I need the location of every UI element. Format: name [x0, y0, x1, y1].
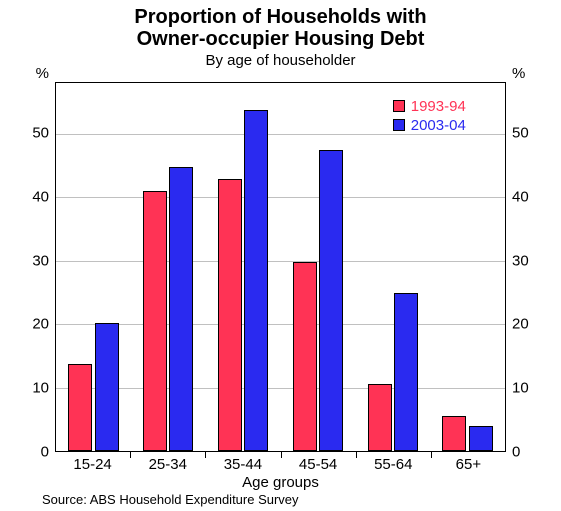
bar-2003-04	[394, 293, 418, 451]
bar-fill	[319, 150, 343, 451]
bar-fill	[244, 110, 268, 451]
bar-1993-94	[293, 262, 317, 451]
bar-fill	[218, 179, 242, 451]
bar-2003-04	[469, 426, 493, 451]
x-tick-mark	[205, 452, 206, 458]
legend-swatch	[393, 119, 405, 131]
chart-container: Proportion of Households with Owner-occu…	[0, 0, 561, 511]
x-tick-mark	[431, 452, 432, 458]
title-line-2: Owner-occupier Housing Debt	[137, 28, 425, 50]
y-tick-left: 40	[32, 188, 55, 205]
y-tick-right: 0	[506, 444, 520, 461]
plot-box: 1993-94 2003-04	[55, 82, 506, 452]
bar-1993-94	[218, 179, 242, 451]
bar-fill	[368, 384, 392, 451]
y-tick-right: 50	[506, 125, 529, 142]
x-axis-label: Age groups	[242, 474, 319, 491]
y-tick-right: 10	[506, 380, 529, 397]
legend-item: 2003-04	[393, 117, 466, 134]
y-axis-label-left: %	[36, 65, 55, 82]
bar-1993-94	[68, 364, 92, 451]
bar-fill	[95, 323, 119, 451]
x-category-label: 65+	[456, 452, 481, 473]
bar-2003-04	[319, 150, 343, 451]
legend-label: 1993-94	[411, 98, 466, 115]
y-axis-label-right: %	[506, 65, 525, 82]
bar-fill	[469, 426, 493, 451]
gridline	[56, 388, 505, 389]
x-category-label: 55-64	[374, 452, 412, 473]
bar-2003-04	[169, 167, 193, 451]
y-tick-right: 20	[506, 316, 529, 333]
y-tick-right: 30	[506, 252, 529, 269]
bar-2003-04	[95, 323, 119, 451]
y-tick-left: 50	[32, 125, 55, 142]
bar-fill	[169, 167, 193, 451]
bar-fill	[293, 262, 317, 451]
y-tick-right: 40	[506, 188, 529, 205]
bar-1993-94	[368, 384, 392, 451]
bar-1993-94	[442, 416, 466, 451]
x-tick-mark	[356, 452, 357, 458]
bar-fill	[442, 416, 466, 451]
y-tick-left: 30	[32, 252, 55, 269]
bar-fill	[143, 191, 167, 451]
chart-subtitle: By age of householder	[0, 52, 561, 69]
legend: 1993-94 2003-04	[393, 98, 466, 136]
title-line-1: Proportion of Households with	[134, 6, 426, 28]
x-tick-mark	[130, 452, 131, 458]
x-category-label: 15-24	[73, 452, 111, 473]
source-note: Source: ABS Household Expenditure Survey	[42, 492, 299, 507]
gridline	[56, 261, 505, 262]
y-tick-left: 0	[41, 444, 55, 461]
legend-label: 2003-04	[411, 117, 466, 134]
legend-swatch	[393, 100, 405, 112]
gridline	[56, 197, 505, 198]
x-tick-mark	[281, 452, 282, 458]
x-category-label: 35-44	[224, 452, 262, 473]
chart-title: Proportion of Households with Owner-occu…	[0, 0, 561, 50]
x-category-label: 45-54	[299, 452, 337, 473]
y-tick-left: 10	[32, 380, 55, 397]
legend-item: 1993-94	[393, 98, 466, 115]
y-tick-left: 20	[32, 316, 55, 333]
bar-2003-04	[244, 110, 268, 451]
bar-fill	[68, 364, 92, 451]
x-category-label: 25-34	[149, 452, 187, 473]
bar-fill	[394, 293, 418, 451]
bar-1993-94	[143, 191, 167, 451]
gridline	[56, 324, 505, 325]
plot-area: % % 1993-942003-04 Age groups 0010102020…	[55, 82, 506, 452]
